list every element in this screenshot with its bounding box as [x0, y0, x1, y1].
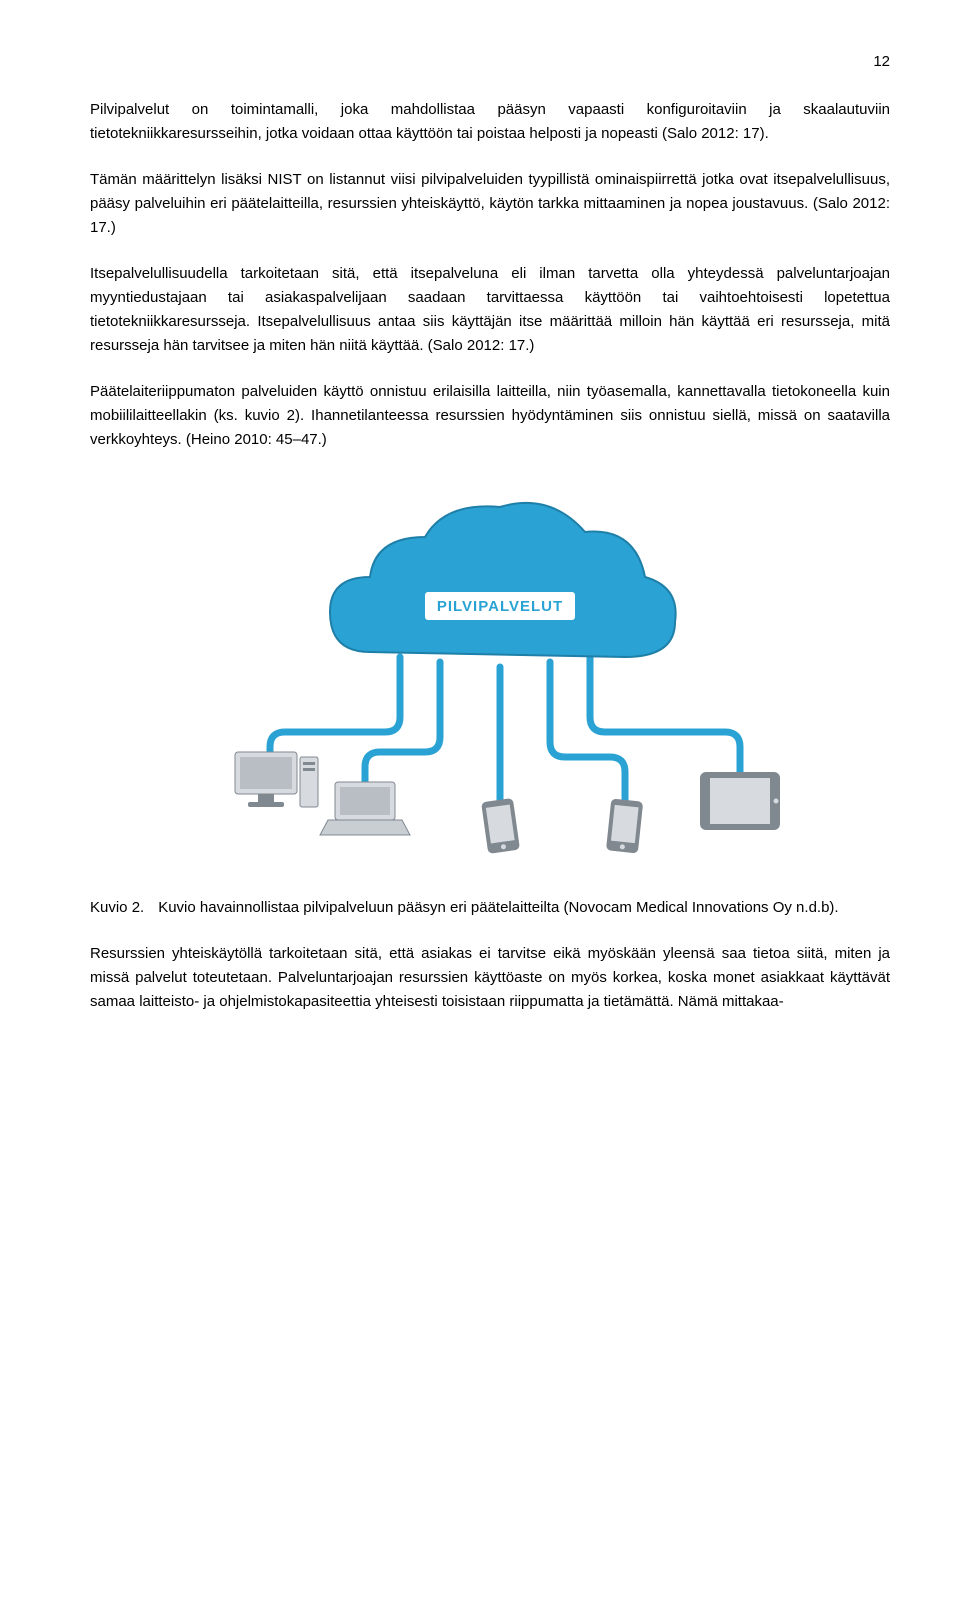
figure-pilvipalvelut: PILVIPALVELUT	[180, 482, 800, 862]
paragraph-3: Itsepalvelullisuudella tarkoitetaan sitä…	[90, 262, 890, 358]
device-tablet-icon	[700, 772, 780, 830]
figure-caption-text: Kuvio havainnollistaa pilvipalveluun pää…	[158, 896, 890, 920]
paragraph-2: Tämän määrittelyn lisäksi NIST on listan…	[90, 168, 890, 240]
paragraph-1: Pilvipalvelut on toimintamalli, joka mah…	[90, 98, 890, 146]
cloud-diagram-svg: PILVIPALVELUT	[180, 482, 800, 862]
figure-caption: Kuvio 2. Kuvio havainnollistaa pilvipalv…	[90, 896, 890, 920]
paragraph-5: Resurssien yhteiskäytöllä tarkoitetaan s…	[90, 942, 890, 1014]
page-number: 12	[90, 50, 890, 74]
device-phone-2-icon	[606, 798, 643, 853]
paragraph-4: Päätelaiteriippumaton palveluiden käyttö…	[90, 380, 890, 452]
cloud-label: PILVIPALVELUT	[437, 598, 563, 615]
figure-caption-label: Kuvio 2.	[90, 896, 144, 920]
